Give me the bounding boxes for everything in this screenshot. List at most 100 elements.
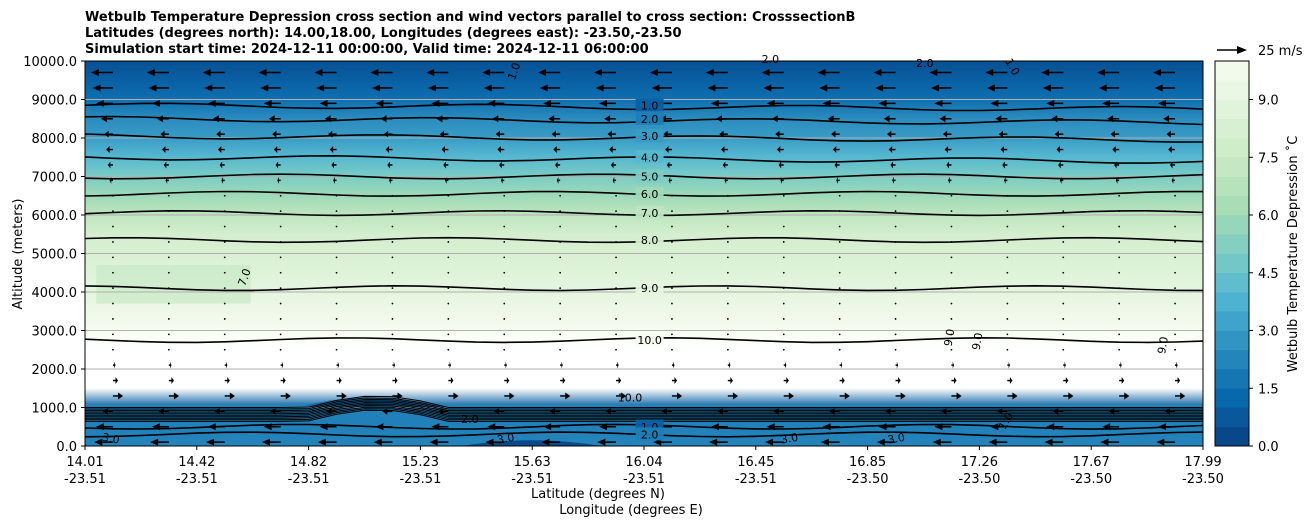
wind-vector-head xyxy=(543,423,552,431)
wind-vector-head xyxy=(778,161,782,169)
contour-line xyxy=(85,402,1203,415)
wind-vector xyxy=(503,271,506,274)
wind-vector-head xyxy=(599,423,608,431)
wind-vector xyxy=(726,194,729,197)
wind-vector-head xyxy=(380,115,387,123)
contour-label: 7.0 xyxy=(236,267,254,288)
wind-vector-head xyxy=(497,146,501,154)
wind-vector xyxy=(1006,271,1009,274)
wind-vector-head xyxy=(114,361,116,369)
wind-vector-head xyxy=(565,392,571,400)
wind-vector xyxy=(112,194,114,197)
wind-vector xyxy=(335,302,338,305)
wind-vector xyxy=(726,348,729,351)
wind-vector xyxy=(950,287,953,290)
wind-vector xyxy=(447,333,450,336)
colorbar-band xyxy=(1215,61,1249,81)
x-tick-label-lat: 16.04 xyxy=(625,455,662,470)
wind-vector-head xyxy=(509,392,515,400)
wind-vector-head xyxy=(788,392,794,400)
wind-vector-head xyxy=(316,84,325,92)
wind-vector-head xyxy=(610,161,614,169)
wind-vector xyxy=(503,318,506,320)
wind-vector xyxy=(112,210,114,213)
wind-vector-head xyxy=(450,377,454,385)
wind-vector xyxy=(671,333,673,336)
wind-vector-head xyxy=(562,377,566,385)
wind-vector xyxy=(1006,194,1009,197)
colorbar-band xyxy=(1215,369,1249,389)
wind-vector-head xyxy=(207,423,216,431)
wind-vector xyxy=(391,348,394,351)
wind-vector xyxy=(503,210,506,213)
wind-vector xyxy=(1062,333,1065,336)
wind-vector-head xyxy=(395,377,398,385)
contour-label: 2.0 xyxy=(641,428,659,441)
wind-vector-head xyxy=(1107,115,1114,123)
colorbar-band xyxy=(1215,330,1249,351)
wind-vector xyxy=(894,318,897,320)
wind-vector-head xyxy=(986,84,995,92)
x-axis-label-lat: Latitude (degrees N) xyxy=(531,487,665,502)
wind-vector-head xyxy=(673,361,675,369)
colorbar-band xyxy=(1215,195,1249,216)
wind-vector-head xyxy=(896,361,899,369)
wind-vector xyxy=(223,241,226,243)
wind-vector-head xyxy=(771,115,778,123)
wind-vector xyxy=(894,302,897,305)
wind-vector xyxy=(782,318,785,320)
wind-vector-head xyxy=(561,361,563,369)
wind-vector xyxy=(726,333,729,336)
wind-vector xyxy=(559,225,562,228)
wind-vector xyxy=(447,302,450,305)
wind-vector xyxy=(782,241,785,243)
wind-vector-head xyxy=(333,176,335,184)
wind-vector-head xyxy=(337,361,340,369)
wind-vector-head xyxy=(441,146,445,154)
wind-vector xyxy=(782,302,785,305)
wind-vector-head xyxy=(604,115,611,123)
wind-vector-head xyxy=(102,407,108,415)
colorbar-band xyxy=(1215,80,1249,100)
wind-vector-head xyxy=(715,115,722,123)
wind-vector-head xyxy=(595,84,604,92)
wind-vector-head xyxy=(1152,69,1161,77)
contour-label: 9.0 xyxy=(1155,336,1171,355)
wind-vector xyxy=(838,287,841,290)
y-tick-label: 7000.0 xyxy=(32,171,78,186)
wind-vector xyxy=(559,287,562,290)
wind-vector-head xyxy=(887,130,892,138)
wind-vector-head xyxy=(439,130,445,138)
wind-vector-head xyxy=(612,176,615,184)
colorbar-tick-label: 4.5 xyxy=(1258,267,1279,282)
wind-vector xyxy=(391,333,394,336)
wind-vector-head xyxy=(710,423,719,431)
y-tick-label: 1000.0 xyxy=(32,402,78,417)
wind-vector xyxy=(671,271,673,274)
colorbar-band xyxy=(1215,292,1249,312)
wind-vector-head xyxy=(1058,161,1061,169)
wind-vector-head xyxy=(548,115,555,123)
wind-vector xyxy=(1006,287,1009,290)
wind-vector-head xyxy=(1008,361,1010,369)
wind-vector xyxy=(559,256,562,259)
wind-vector xyxy=(838,348,841,351)
wind-vector-head xyxy=(730,377,733,385)
colorbar-band xyxy=(1215,426,1249,447)
quiver-key: 25 m/s xyxy=(1217,44,1303,59)
wind-vector-head xyxy=(1180,392,1186,400)
wind-vector-head xyxy=(151,99,160,107)
wind-vector xyxy=(112,271,114,274)
wind-vector-head xyxy=(1176,361,1178,369)
wind-vector xyxy=(503,348,506,351)
wind-vector xyxy=(279,256,282,259)
wind-vector xyxy=(223,210,226,213)
wind-vector xyxy=(447,348,450,351)
wind-vector xyxy=(615,348,617,351)
wind-vector xyxy=(1118,333,1121,336)
contour-line xyxy=(85,403,1203,416)
wind-vector-head xyxy=(101,115,107,123)
wind-vector-head xyxy=(724,176,727,184)
wind-vector-head xyxy=(375,423,384,431)
wind-vector-head xyxy=(104,130,109,138)
